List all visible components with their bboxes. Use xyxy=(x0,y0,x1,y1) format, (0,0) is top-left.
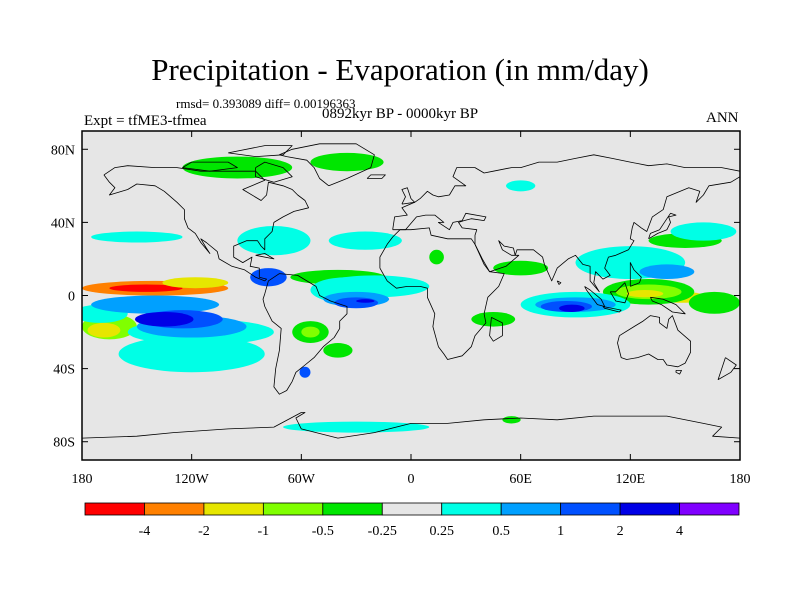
coastline-1 xyxy=(262,273,348,395)
x-tick-label: 180 xyxy=(72,472,93,487)
field-region-38 xyxy=(334,297,379,309)
colorbar-swatch-6 xyxy=(441,502,502,516)
colorbar-level-label: 0.5 xyxy=(492,524,510,539)
coastline-9 xyxy=(228,145,293,158)
field-region-46 xyxy=(502,416,521,424)
coastline-19 xyxy=(717,357,737,381)
experiment-label: Expt = tfME3-tfmea xyxy=(84,113,207,129)
field-contours xyxy=(82,152,740,433)
coastline-0 xyxy=(103,165,310,282)
field-region-6 xyxy=(626,290,664,298)
y-axis: 80N 40N 0 40S 80S xyxy=(51,143,740,451)
coastline-7 xyxy=(255,161,293,183)
field-region-21 xyxy=(237,226,311,256)
coastline-20 xyxy=(82,412,740,439)
colorbar-level-label: 2 xyxy=(617,524,624,539)
colorbar-level-label: 4 xyxy=(676,524,683,539)
colorbar-swatch-7 xyxy=(500,502,562,516)
colorbar-level-label: 0.25 xyxy=(429,524,454,539)
field-region-17 xyxy=(310,152,384,172)
colorbar-level-label: -2 xyxy=(198,524,210,539)
field-region-42 xyxy=(135,311,194,327)
colorbar-swatch-3 xyxy=(262,502,324,516)
x-tick-label: 60W xyxy=(288,472,316,487)
coastlines xyxy=(82,143,740,439)
y-tick-label: 80N xyxy=(51,143,75,158)
field-region-9 xyxy=(87,322,121,338)
coastline-6 xyxy=(366,174,386,179)
x-tick-label: 120E xyxy=(616,472,646,487)
colorbar-swatch-8 xyxy=(560,502,621,516)
coastline-3 xyxy=(392,154,740,293)
coastline-14 xyxy=(650,296,686,315)
x-tick-label: 180 xyxy=(730,472,751,487)
colorbar-level-label: -0.5 xyxy=(312,524,334,539)
y-tick-label: 80S xyxy=(53,436,75,451)
coastline-15 xyxy=(602,306,622,313)
season-label: ANN xyxy=(706,110,739,126)
coastline-2 xyxy=(379,227,505,360)
colorbar-swatch-2 xyxy=(203,502,264,516)
field-region-1 xyxy=(109,284,183,292)
period-label: 0892kyr BP - 0000kyr BP xyxy=(322,106,479,122)
x-tick-label: 60E xyxy=(509,472,532,487)
stats-line: rmsd= 0.393089 diff= 0.00196363 xyxy=(176,96,356,111)
coastline-10 xyxy=(617,315,691,368)
coastline-4 xyxy=(401,187,416,205)
field-region-20 xyxy=(91,231,183,243)
coastline-5 xyxy=(278,143,375,187)
coastline-17 xyxy=(648,212,677,240)
y-tick-label: 0 xyxy=(68,290,75,305)
field-region-45 xyxy=(283,421,430,433)
colorbar-swatch-4 xyxy=(322,502,383,516)
y-tick-label: 40N xyxy=(51,216,75,231)
field-region-11 xyxy=(429,249,444,265)
field-region-15 xyxy=(471,311,516,327)
field-region-13 xyxy=(301,326,320,338)
field-region-19 xyxy=(493,260,549,276)
field-region-24 xyxy=(670,222,737,241)
x-tick-label: 0 xyxy=(408,472,415,487)
coastline-8 xyxy=(182,161,238,172)
colorbar-swatch-0 xyxy=(84,502,145,516)
colorbar-swatch-10 xyxy=(679,502,740,516)
colorbar: -4 -2 -1 -0.5 -0.25 0.25 0.5 1 2 4 xyxy=(84,502,740,539)
field-region-25 xyxy=(506,180,536,192)
colorbar-level-label: -4 xyxy=(139,524,151,539)
coastline-22 xyxy=(255,253,275,260)
coastline-16 xyxy=(629,262,642,287)
field-region-26 xyxy=(118,335,265,373)
colorbar-swatch-9 xyxy=(619,502,680,516)
field-region-2 xyxy=(162,277,229,289)
x-axis: 180 120W 60W 0 60E 120E 180 xyxy=(72,131,751,487)
field-region-22 xyxy=(328,231,402,250)
field-region-32 xyxy=(91,295,220,314)
colorbar-level-label: 1 xyxy=(557,524,564,539)
coastline-21 xyxy=(556,280,562,285)
field-region-14 xyxy=(323,343,353,358)
field-region-41 xyxy=(299,366,311,378)
field-region-43 xyxy=(559,304,585,312)
x-tick-label: 120W xyxy=(175,472,210,487)
colorbar-swatch-1 xyxy=(144,502,205,516)
y-tick-label: 40S xyxy=(53,363,75,378)
field-region-44 xyxy=(356,299,375,303)
coastline-11 xyxy=(675,369,682,375)
colorbar-level-label: -1 xyxy=(258,524,270,539)
field-region-35 xyxy=(639,264,695,280)
map-title: Precipitation - Evaporation (in mm/day) xyxy=(151,52,649,87)
colorbar-level-label: -0.25 xyxy=(368,524,397,539)
colorbar-swatch-5 xyxy=(381,502,443,516)
coastline-18 xyxy=(489,317,503,342)
field-region-7 xyxy=(688,291,740,314)
coastline-13 xyxy=(609,282,629,304)
